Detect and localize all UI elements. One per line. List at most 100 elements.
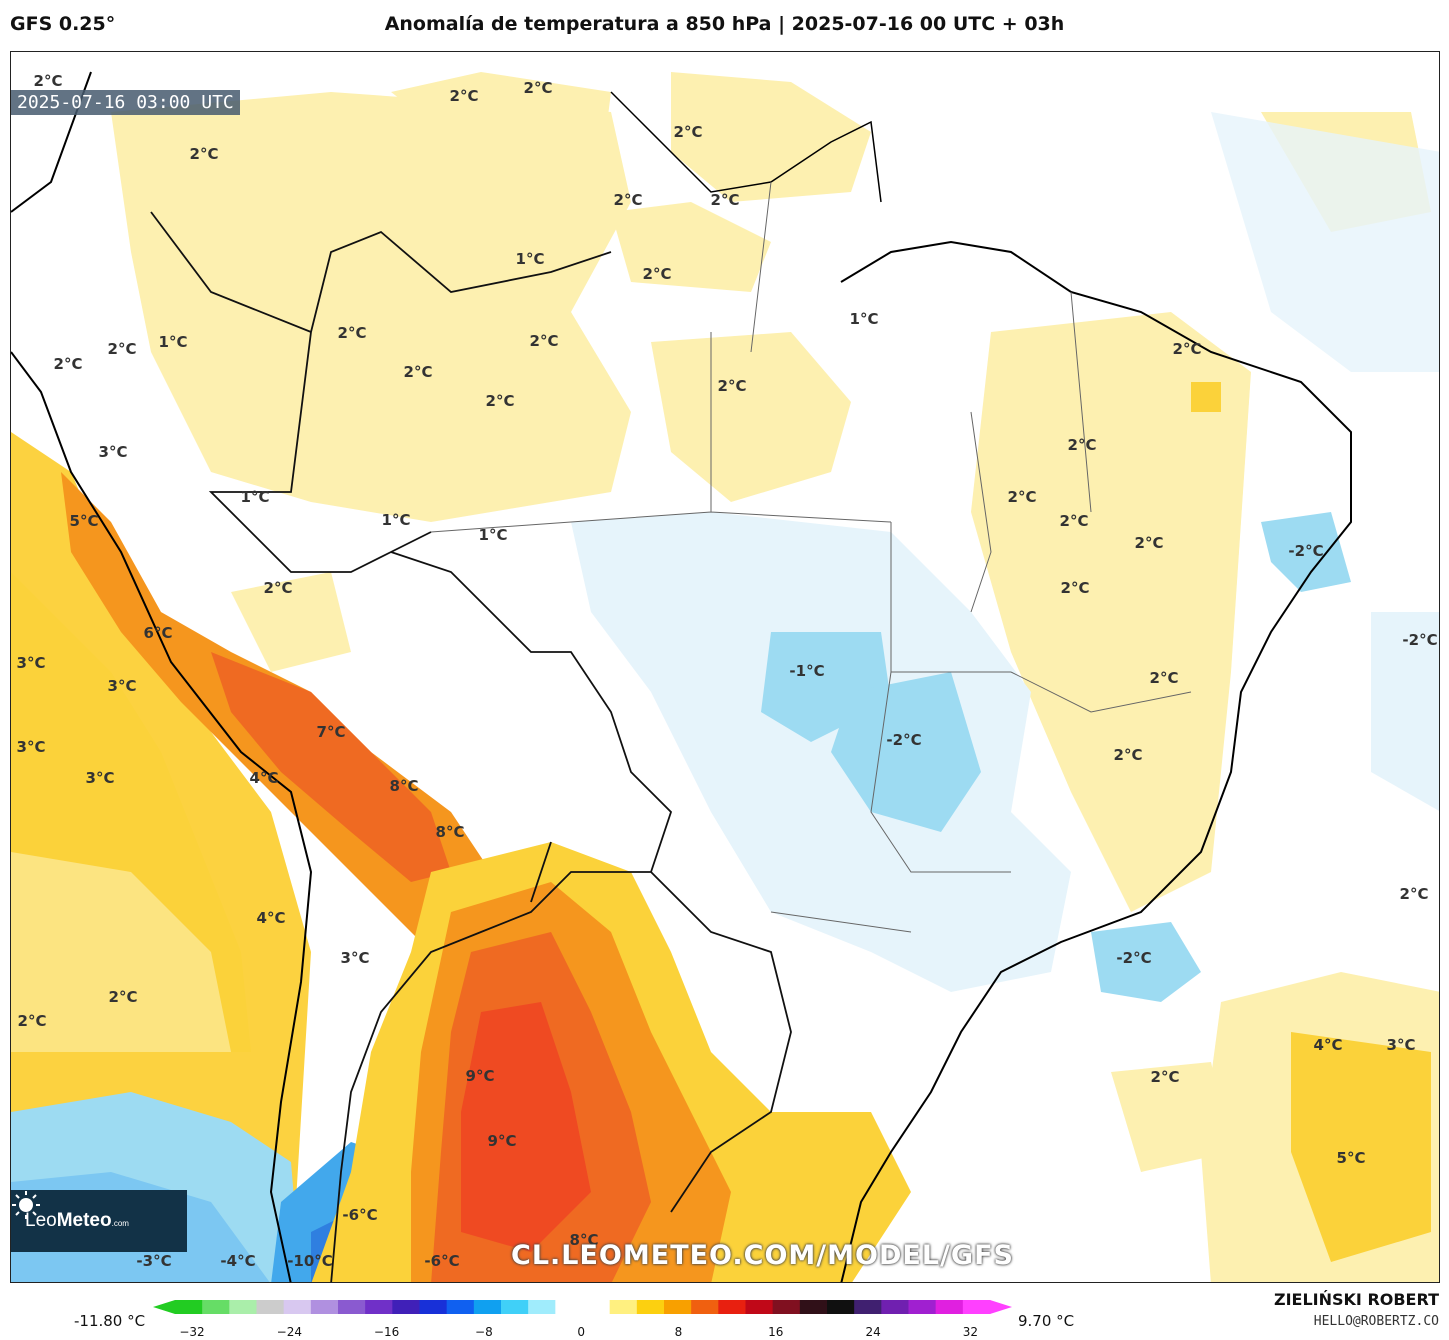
valid-time-badge: 2025-07-16 03:00 UTC xyxy=(11,90,240,115)
author-email[interactable]: HELLO@ROBERTZ.CO xyxy=(1313,1314,1439,1329)
colorbar-tick-label: −32 xyxy=(179,1325,205,1339)
colorbar-step xyxy=(582,1300,611,1314)
colorbar-step xyxy=(338,1300,366,1314)
colorbar-step xyxy=(691,1300,719,1314)
anomaly-label: -3°C xyxy=(136,1252,172,1270)
anomaly-label: 3°C xyxy=(1386,1036,1416,1054)
anomaly-label: 2°C xyxy=(53,355,83,373)
anomaly-label: 2°C xyxy=(1134,534,1164,552)
colorbar-step xyxy=(419,1300,448,1314)
anomaly-label: 2°C xyxy=(337,324,367,342)
colorbar-tick-label: 24 xyxy=(865,1325,881,1339)
colorbar-tick-label: 32 xyxy=(962,1325,979,1339)
colorbar-step xyxy=(772,1300,801,1314)
anomaly-label: -2°C xyxy=(886,731,922,749)
anomaly-label: 2°C xyxy=(710,191,740,209)
colorbar: -11.80 °C −32 −24 −16 −8 0 8 16 24 32 9.70 °C xyxy=(0,1290,1449,1340)
anomaly-label: 2°C xyxy=(1007,488,1037,506)
sun-icon xyxy=(12,1191,40,1219)
anomaly-label: 1°C xyxy=(158,333,188,351)
anomaly-label: 2°C xyxy=(1059,512,1089,530)
anomaly-label: 5°C xyxy=(1336,1149,1366,1167)
colorbar-gradient xyxy=(153,1300,1012,1314)
anomaly-label: -4°C xyxy=(220,1252,256,1270)
colorbar-step xyxy=(392,1300,420,1314)
anomaly-label: 1°C xyxy=(381,511,411,529)
anomaly-label: 1°C xyxy=(515,250,545,268)
anomaly-label: 2°C xyxy=(1060,579,1090,597)
colorbar-step xyxy=(310,1300,339,1314)
anomaly-map xyxy=(11,52,1439,1282)
anomaly-label: 2°C xyxy=(17,1012,47,1030)
colorbar-step xyxy=(827,1300,855,1314)
anomaly-label: 1°C xyxy=(240,488,270,506)
colorbar-step xyxy=(636,1300,665,1314)
anomaly-label: 2°C xyxy=(403,363,433,381)
anomaly-label: 2°C xyxy=(717,377,747,395)
anomaly-label: 4°C xyxy=(249,769,279,787)
author-name: ZIELIŃSKI ROBERT xyxy=(1273,1290,1439,1309)
anomaly-label: 2°C xyxy=(107,340,137,358)
anomaly-label: 3°C xyxy=(16,738,46,756)
anomaly-label: 2°C xyxy=(1150,1068,1180,1086)
anomaly-label: 1°C xyxy=(849,310,879,328)
anomaly-label: -2°C xyxy=(1402,631,1438,649)
anomaly-label: 3°C xyxy=(85,769,115,787)
colorbar-tick-label: 16 xyxy=(768,1325,784,1339)
colorbar-step xyxy=(609,1300,638,1314)
anomaly-label: -10°C xyxy=(287,1252,333,1270)
colorbar-step xyxy=(175,1300,203,1314)
anomaly-label: -6°C xyxy=(424,1252,460,1270)
colorbar-step xyxy=(229,1300,257,1314)
anomaly-label: -6°C xyxy=(342,1206,378,1224)
anomaly-label: 2°C xyxy=(189,145,219,163)
anomaly-label: 8°C xyxy=(435,823,465,841)
colorbar-step xyxy=(962,1300,991,1314)
colorbar-step xyxy=(501,1300,529,1314)
colorbar-step xyxy=(446,1300,475,1314)
anomaly-label: 2°C xyxy=(642,265,672,283)
map-frame[interactable]: 2025-07-16 03:00 UTC 2°C 2°C 2°C 2°C 2°C… xyxy=(10,51,1440,1283)
anomaly-label: 2°C xyxy=(108,988,138,1006)
anomaly-label: 3°C xyxy=(340,949,370,967)
anomaly-label: 2°C xyxy=(1113,746,1143,764)
anomaly-label: 4°C xyxy=(256,909,286,927)
anomaly-label: 2°C xyxy=(449,87,479,105)
colorbar-tick-label: 0 xyxy=(577,1325,586,1339)
colorbar-tick-label: −24 xyxy=(276,1325,302,1339)
anomaly-label: 2°C xyxy=(485,392,515,410)
anomaly-label: 2°C xyxy=(33,72,63,90)
anomaly-label: 2°C xyxy=(1149,669,1179,687)
anomaly-label: 9°C xyxy=(465,1067,495,1085)
source-watermark[interactable]: CL.LEOMETEO.COM/MODEL/GFS xyxy=(511,1240,1014,1271)
colorbar-tick-label: −16 xyxy=(373,1325,400,1339)
colorbar-step xyxy=(528,1300,556,1314)
anomaly-label: 8°C xyxy=(389,777,419,795)
anomaly-label: 2°C xyxy=(1399,885,1429,903)
colorbar-step xyxy=(202,1300,230,1314)
anomaly-label: 1°C xyxy=(478,526,508,544)
colorbar-step xyxy=(718,1300,746,1314)
colorbar-step xyxy=(745,1300,774,1314)
anomaly-label: 7°C xyxy=(316,723,346,741)
anomaly-label: 2°C xyxy=(613,191,643,209)
colorbar-step xyxy=(555,1300,583,1314)
colorbar-tick-label: 8 xyxy=(674,1325,683,1339)
anomaly-label: 6°C xyxy=(143,624,173,642)
colorbar-tick-label: −8 xyxy=(475,1325,493,1339)
anomaly-label: -2°C xyxy=(1116,949,1152,967)
anomaly-label: 9°C xyxy=(487,1132,517,1150)
colorbar-step xyxy=(881,1300,909,1314)
logo-text: LeoMeteo.com xyxy=(25,1210,129,1231)
anomaly-label: 2°C xyxy=(1067,436,1097,454)
anomaly-label: 8°C xyxy=(569,1231,599,1249)
colorbar-step xyxy=(664,1300,692,1314)
colorbar-max-label: 9.70 °C xyxy=(1018,1312,1075,1330)
colorbar-step xyxy=(799,1300,828,1314)
leometeo-logo[interactable]: LeoMeteo.com xyxy=(11,1190,187,1252)
colorbar-step xyxy=(365,1300,393,1314)
colorbar-step xyxy=(908,1300,937,1314)
anomaly-label: 2°C xyxy=(673,123,703,141)
anomaly-label: 3°C xyxy=(107,677,137,695)
anomaly-label: -2°C xyxy=(1288,542,1324,560)
